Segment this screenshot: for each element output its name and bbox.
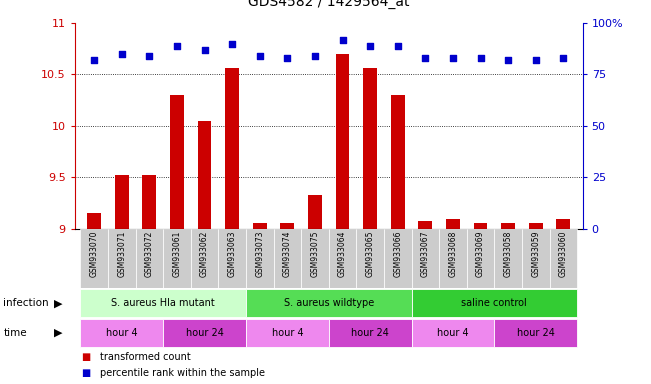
Point xyxy=(365,43,376,49)
Text: hour 4: hour 4 xyxy=(106,328,137,338)
Text: transformed count: transformed count xyxy=(100,352,190,362)
Bar xyxy=(557,218,570,229)
Bar xyxy=(494,319,577,347)
Bar xyxy=(336,54,350,229)
Bar xyxy=(522,229,549,288)
Bar xyxy=(246,229,273,288)
Bar xyxy=(87,214,101,229)
Text: GSM933072: GSM933072 xyxy=(145,231,154,277)
Text: hour 24: hour 24 xyxy=(517,328,555,338)
Point xyxy=(503,57,514,63)
Text: GSM933065: GSM933065 xyxy=(366,231,374,277)
Text: GDS4582 / 1429564_at: GDS4582 / 1429564_at xyxy=(248,0,409,9)
Bar xyxy=(198,121,212,229)
Bar xyxy=(411,289,577,317)
Text: hour 4: hour 4 xyxy=(271,328,303,338)
Text: GSM933068: GSM933068 xyxy=(449,231,458,277)
Text: percentile rank within the sample: percentile rank within the sample xyxy=(100,368,264,378)
Bar xyxy=(529,223,543,229)
Text: hour 24: hour 24 xyxy=(186,328,223,338)
Bar xyxy=(246,289,411,317)
Point xyxy=(531,57,541,63)
Bar xyxy=(80,289,246,317)
Bar xyxy=(308,195,322,229)
Text: GSM933073: GSM933073 xyxy=(255,231,264,277)
Bar xyxy=(80,319,163,347)
Text: ▶: ▶ xyxy=(54,298,63,308)
Bar xyxy=(163,319,246,347)
Point xyxy=(282,55,292,61)
Bar xyxy=(170,95,184,229)
Text: GSM933066: GSM933066 xyxy=(393,231,402,277)
Point xyxy=(172,43,182,49)
Bar xyxy=(218,229,246,288)
Text: hour 24: hour 24 xyxy=(351,328,389,338)
Text: GSM933059: GSM933059 xyxy=(531,231,540,277)
Text: GSM933071: GSM933071 xyxy=(117,231,126,277)
Bar xyxy=(549,229,577,288)
Bar xyxy=(80,229,108,288)
Point xyxy=(144,53,154,59)
Text: time: time xyxy=(3,328,27,338)
Bar xyxy=(329,229,356,288)
Bar xyxy=(225,68,239,229)
Bar xyxy=(301,229,329,288)
Point xyxy=(227,41,238,47)
Point xyxy=(558,55,568,61)
Bar xyxy=(191,229,218,288)
Point xyxy=(117,51,127,57)
Text: GSM933067: GSM933067 xyxy=(421,231,430,277)
Text: S. aureus wildtype: S. aureus wildtype xyxy=(284,298,374,308)
Text: GSM933075: GSM933075 xyxy=(311,231,320,277)
Bar xyxy=(474,223,488,229)
Bar xyxy=(363,68,377,229)
Bar xyxy=(246,319,329,347)
Bar xyxy=(411,229,439,288)
Bar xyxy=(419,221,432,229)
Bar xyxy=(501,223,515,229)
Point xyxy=(310,53,320,59)
Bar xyxy=(446,218,460,229)
Text: infection: infection xyxy=(3,298,49,308)
Point xyxy=(89,57,100,63)
Text: saline control: saline control xyxy=(462,298,527,308)
Point xyxy=(199,47,210,53)
Bar xyxy=(115,175,129,229)
Bar xyxy=(281,223,294,229)
Text: S. aureus Hla mutant: S. aureus Hla mutant xyxy=(111,298,215,308)
Point xyxy=(448,55,458,61)
Text: GSM933063: GSM933063 xyxy=(228,231,237,277)
Bar xyxy=(135,229,163,288)
Text: GSM933060: GSM933060 xyxy=(559,231,568,277)
Bar xyxy=(384,229,411,288)
Point xyxy=(337,36,348,43)
Text: ■: ■ xyxy=(81,352,90,362)
Bar xyxy=(329,319,411,347)
Bar xyxy=(143,175,156,229)
Text: GSM933061: GSM933061 xyxy=(173,231,182,277)
Text: GSM933058: GSM933058 xyxy=(504,231,512,277)
Bar xyxy=(411,319,494,347)
Point xyxy=(475,55,486,61)
Text: GSM933070: GSM933070 xyxy=(90,231,99,277)
Point xyxy=(255,53,265,59)
Bar xyxy=(356,229,384,288)
Bar xyxy=(273,229,301,288)
Bar xyxy=(494,229,522,288)
Text: GSM933062: GSM933062 xyxy=(200,231,209,277)
Bar xyxy=(163,229,191,288)
Point xyxy=(420,55,430,61)
Point xyxy=(393,43,403,49)
Bar xyxy=(439,229,467,288)
Text: GSM933069: GSM933069 xyxy=(476,231,485,277)
Bar xyxy=(391,95,405,229)
Bar xyxy=(467,229,494,288)
Bar xyxy=(253,223,267,229)
Text: ■: ■ xyxy=(81,368,90,378)
Text: ▶: ▶ xyxy=(54,328,63,338)
Bar xyxy=(108,229,135,288)
Text: GSM933064: GSM933064 xyxy=(338,231,347,277)
Text: hour 4: hour 4 xyxy=(437,328,469,338)
Text: GSM933074: GSM933074 xyxy=(283,231,292,277)
